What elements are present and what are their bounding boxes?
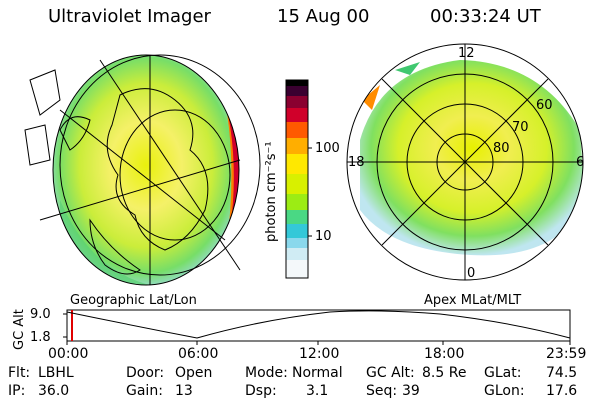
- geographic-image: [24, 54, 261, 286]
- flt-label: Flt:: [8, 365, 31, 381]
- glon-value: 17.6: [546, 383, 578, 399]
- glon-label: GLon:: [484, 383, 525, 399]
- door-label: Door:: [126, 365, 165, 381]
- glat-label: GLat:: [484, 365, 522, 381]
- timeline-ytick-18: 1.8: [30, 330, 51, 345]
- mlt-label-18: 18: [348, 155, 365, 170]
- ip-label: IP:: [8, 383, 26, 399]
- mlt-label-6: 6: [576, 155, 585, 170]
- colorbar-unit: photon cm⁻²s⁻¹: [264, 141, 279, 242]
- flt-value: LBHL: [38, 365, 74, 381]
- date-label: 15 Aug 00: [277, 6, 370, 27]
- left-panel-caption: Geographic Lat/Lon: [70, 293, 197, 308]
- timeline-ytick-9: 9.0: [30, 307, 51, 322]
- mode-value: Normal: [292, 365, 343, 381]
- door-value: Open: [175, 365, 213, 381]
- timeline-ylabel: GC Alt: [12, 309, 27, 350]
- dsp-label: Dsp:: [245, 383, 277, 399]
- gcalt-label: GC Alt:: [366, 365, 415, 381]
- instrument-title: Ultraviolet Imager: [48, 6, 211, 27]
- seq-value: 39: [402, 383, 420, 399]
- timeline-xtick-2359: 23:59: [546, 346, 587, 362]
- colorbar: [285, 79, 312, 279]
- gcalt-value: 8.5 Re: [422, 365, 467, 381]
- polar-image: [346, 43, 584, 281]
- colorbar-tick-100: 100: [315, 141, 340, 156]
- mlt-label-0: 0: [467, 266, 476, 281]
- gain-value: 13: [175, 383, 193, 399]
- right-panel-caption: Apex MLat/MLT: [424, 293, 522, 308]
- gain-label: Gain:: [126, 383, 163, 399]
- time-label: 00:33:24 UT: [430, 6, 541, 27]
- ip-value: 36.0: [38, 383, 70, 399]
- mlt-label-12: 12: [458, 46, 475, 61]
- glat-value: 74.5: [546, 365, 578, 381]
- timeline-xtick-1800: 18:00: [424, 346, 465, 362]
- seq-label: Seq:: [366, 383, 398, 399]
- dsp-value: 3.1: [306, 383, 329, 399]
- timeline-plot: [63, 309, 571, 345]
- lat-label-70: 70: [512, 120, 529, 135]
- lat-label-60: 60: [536, 98, 553, 113]
- colorbar-tick-10: 10: [315, 229, 332, 244]
- timeline-xtick-1200: 12:00: [299, 346, 340, 362]
- lat-label-80: 80: [493, 141, 510, 156]
- mode-label: Mode:: [245, 365, 288, 381]
- timeline-xtick-0000: 00:00: [48, 346, 89, 362]
- timeline-xtick-0600: 06:00: [178, 346, 219, 362]
